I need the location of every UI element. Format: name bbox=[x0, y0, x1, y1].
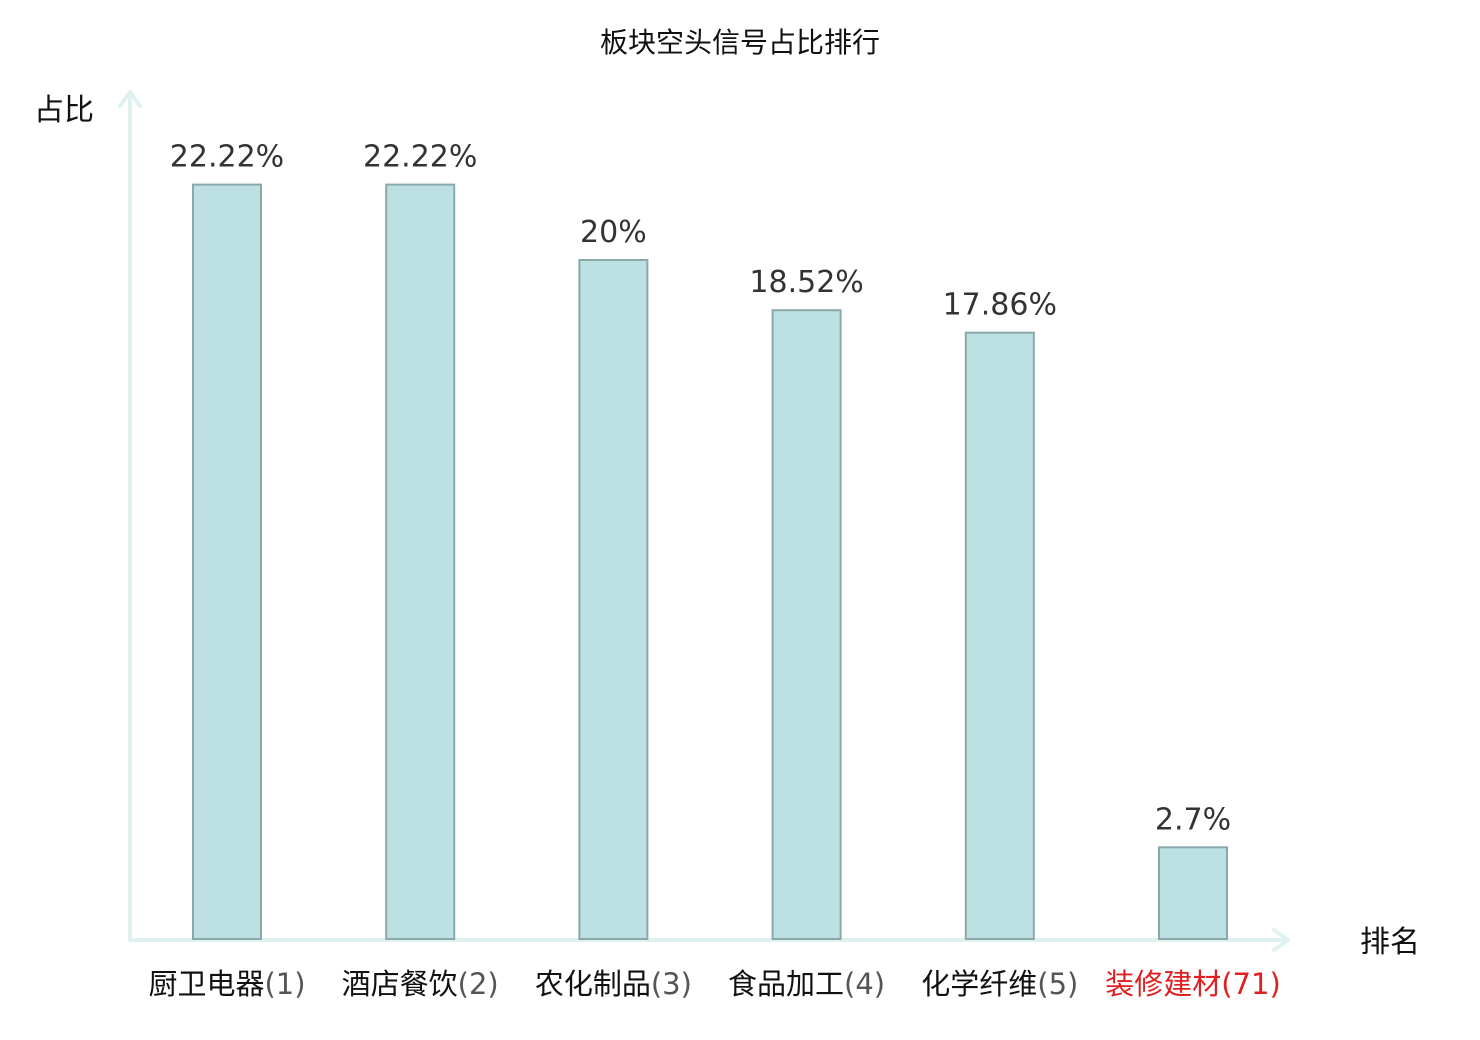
bar-5 bbox=[964, 331, 1035, 940]
category-label-2: 酒店餐饮(2) bbox=[342, 967, 499, 1001]
category-label-4: 食品加工(4) bbox=[728, 967, 885, 1001]
value-label-3: 20% bbox=[580, 215, 647, 250]
category-name: 酒店餐饮 bbox=[342, 967, 458, 1001]
category-rank: (71) bbox=[1221, 967, 1281, 1001]
x-axis-arrow bbox=[1272, 928, 1290, 952]
category-rank: (3) bbox=[651, 967, 692, 1001]
y-axis bbox=[118, 90, 142, 942]
category-name: 农化制品 bbox=[535, 967, 651, 1001]
x-axis-label: 排名 bbox=[1360, 925, 1420, 960]
category-label-1: 厨卫电器(1) bbox=[148, 967, 305, 1001]
category-rank: (2) bbox=[458, 967, 499, 1001]
bars-group bbox=[192, 183, 1228, 941]
bar-6 bbox=[1158, 846, 1228, 940]
value-label-4: 18.52% bbox=[749, 265, 863, 300]
category-name: 食品加工 bbox=[728, 967, 844, 1001]
category-label-6: 装修建材(71) bbox=[1105, 967, 1281, 1001]
bar-2 bbox=[385, 183, 456, 941]
value-label-2: 22.22% bbox=[363, 140, 477, 175]
bar-4 bbox=[771, 309, 842, 940]
y-axis-arrow bbox=[118, 90, 142, 108]
bar-3 bbox=[578, 259, 649, 940]
value-label-1: 22.22% bbox=[170, 140, 284, 175]
chart-title: 板块空头信号占比排行 bbox=[600, 26, 880, 59]
category-label-3: 农化制品(3) bbox=[535, 967, 692, 1001]
value-label-5: 17.86% bbox=[943, 288, 1057, 323]
category-rank: (1) bbox=[264, 967, 305, 1001]
x-axis bbox=[128, 928, 1290, 952]
category-name: 厨卫电器 bbox=[148, 967, 264, 1001]
bar-1 bbox=[192, 183, 262, 941]
y-axis-label: 占比 bbox=[34, 93, 94, 128]
category-label-5: 化学纤维(5) bbox=[921, 967, 1078, 1001]
value-labels-group: 22.22% 22.22% 20% 18.52% 17.86% 2.7% bbox=[170, 140, 1231, 838]
category-labels-group: 厨卫电器(1) 酒店餐饮(2) 农化制品(3) 食品加工(4) 化学纤维(5) 装修建材(… bbox=[148, 967, 1280, 1001]
value-label-6: 2.7% bbox=[1155, 802, 1231, 837]
category-name: 化学纤维 bbox=[921, 967, 1037, 1001]
category-name: 装修建材 bbox=[1105, 967, 1221, 1001]
category-rank: (5) bbox=[1037, 967, 1078, 1001]
category-rank: (4) bbox=[844, 967, 885, 1001]
